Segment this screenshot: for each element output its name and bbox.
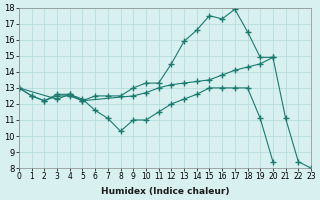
X-axis label: Humidex (Indice chaleur): Humidex (Indice chaleur) <box>101 187 229 196</box>
